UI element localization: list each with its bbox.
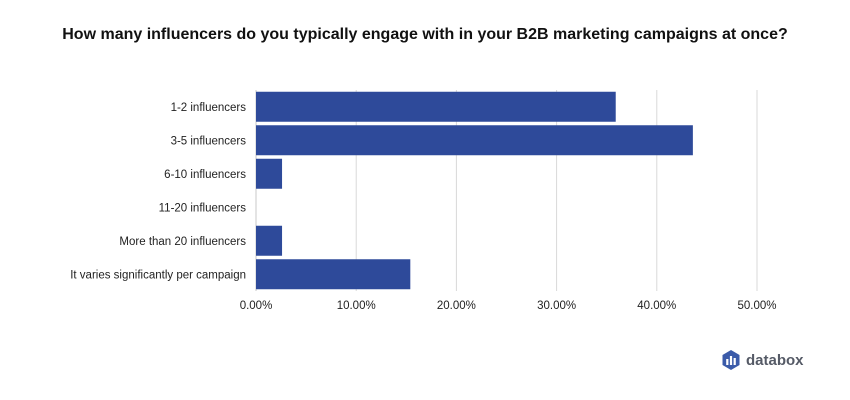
databox-logo-icon [722,350,740,370]
chart-title: How many influencers do you typically en… [62,26,788,43]
x-tick-label: 40.00% [637,300,676,312]
category-label: 6-10 influencers [164,169,246,181]
brand-name: databox [746,351,804,369]
category-label: It varies significantly per campaign [70,269,246,281]
databox-brand: databox [722,350,804,370]
category-label: More than 20 influencers [119,236,246,248]
category-label: 1-2 influencers [171,102,247,114]
bar [256,91,616,122]
bars [256,91,693,290]
category-label: 11-20 influencers [159,202,247,214]
bar [256,125,693,156]
category-label: 3-5 influencers [171,135,247,147]
x-tick-label: 10.00% [337,300,376,312]
x-tick-labels: 0.00% 10.00% 20.00% 30.00% 40.00% 50.00% [240,300,777,312]
x-tick-label: 50.00% [737,300,776,312]
category-labels: 1-2 influencers 3-5 influencers 6-10 influ… [70,102,246,282]
x-tick-label: 0.00% [240,300,273,312]
bar [256,259,411,290]
x-tick-label: 30.00% [537,300,576,312]
x-tick-label: 20.00% [437,300,476,312]
bar [256,158,283,189]
bar [256,225,283,256]
grid-lines [255,90,758,291]
